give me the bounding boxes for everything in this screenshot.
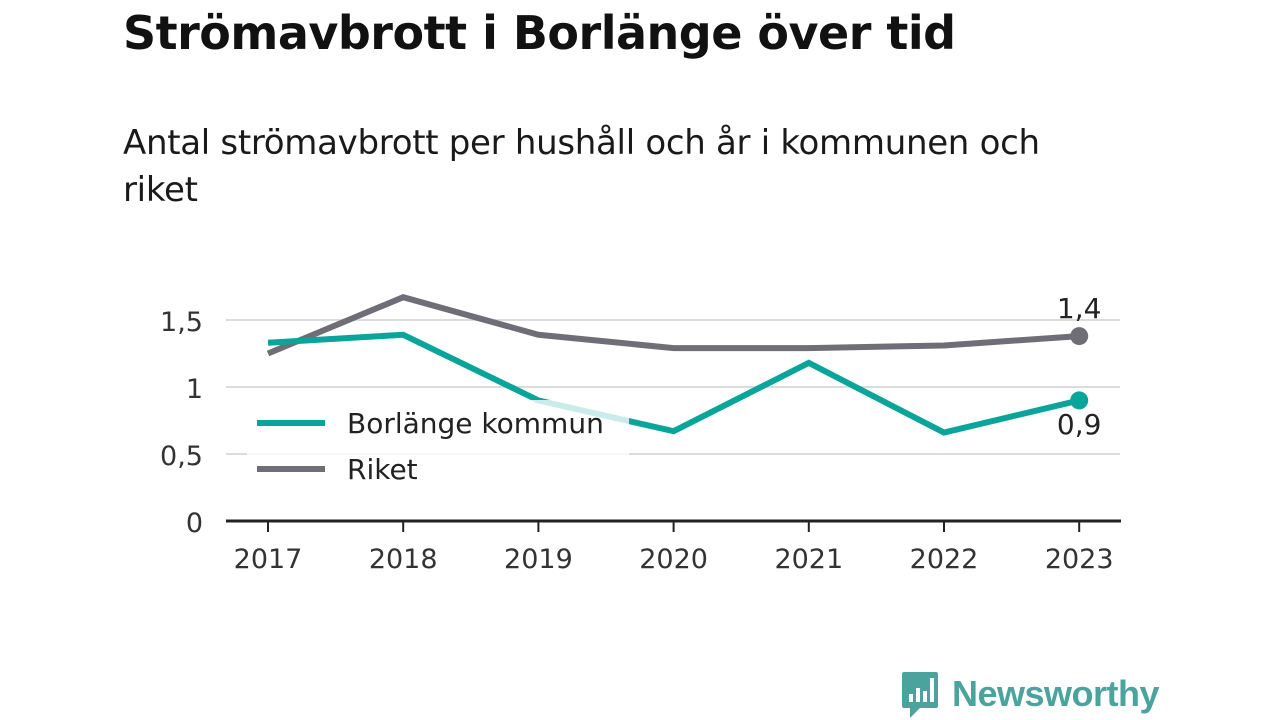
data-labels: 1,4 0,9 — [1057, 292, 1102, 441]
legend-background — [247, 400, 629, 500]
chart-subtitle: Antal strömavbrott per hushåll och år i … — [123, 123, 1040, 210]
x-tick-label: 2019 — [504, 544, 573, 575]
legend: Borlänge kommun Riket — [247, 400, 629, 500]
newsworthy-logo-text: Newsworthy — [952, 673, 1160, 714]
axes: 0 0,5 1 1,5 2017 2018 2019 2020 2021 2022 2023 — [160, 307, 1121, 575]
legend-label: Riket — [347, 453, 418, 486]
end-label-borlange: 0,9 — [1057, 408, 1102, 441]
y-tick-label: 0,5 — [160, 441, 203, 472]
x-tick-label: 2018 — [369, 544, 438, 575]
end-label-riket: 1,4 — [1057, 292, 1102, 325]
series-lines — [266, 294, 1080, 436]
x-tick-label: 2021 — [774, 544, 843, 575]
legend-label: Borlänge kommun — [347, 407, 604, 440]
x-tick-label: 2020 — [639, 544, 708, 575]
end-marker-riket — [1070, 327, 1089, 346]
end-marker-borlange — [1070, 391, 1089, 410]
x-tick-label: 2023 — [1045, 544, 1114, 575]
newsworthy-logo-icon — [902, 672, 938, 718]
y-tick-label: 1,5 — [160, 307, 203, 338]
x-tick-label: 2017 — [234, 544, 303, 575]
chart-title: Strömavbrott i Borlänge över tid — [123, 6, 956, 60]
series-line-riket — [266, 294, 1080, 357]
y-tick-label: 1 — [186, 374, 203, 405]
series-line-borlange — [267, 331, 1080, 436]
x-tick-label: 2022 — [910, 544, 979, 575]
newsworthy-logo: Newsworthy — [900, 668, 1160, 720]
y-tick-label: 0 — [186, 508, 203, 539]
